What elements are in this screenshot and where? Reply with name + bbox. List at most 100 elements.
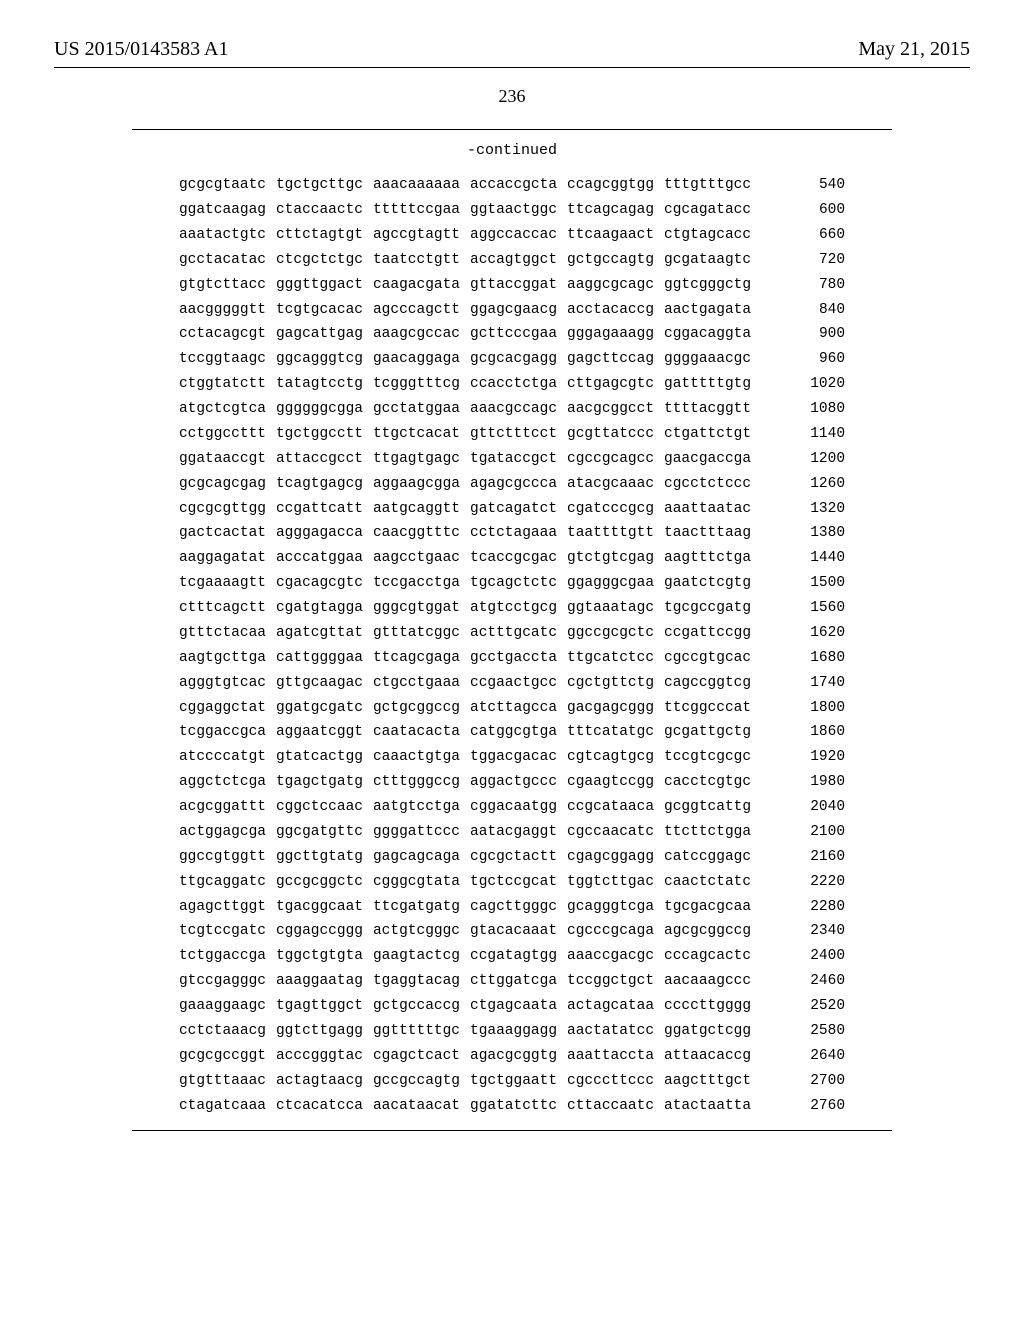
sequence-block: gactcactat xyxy=(179,521,276,546)
sequence-block: caaactgtga xyxy=(373,745,470,770)
sequence-row: aagtgcttgacattggggaattcagcgagagcctgaccta… xyxy=(179,646,845,671)
sequence-block: gggagaaagg xyxy=(567,322,664,347)
sequence-block: cggctccaac xyxy=(276,795,373,820)
sequence-position: 600 xyxy=(761,198,845,223)
sequence-block: actagcataa xyxy=(567,994,664,1019)
sequence-block: gccgcggctc xyxy=(276,870,373,895)
sequence-row: actggagcgaggcgatgttcggggattcccaatacgaggt… xyxy=(179,820,845,845)
sequence-block: gatttttgtg xyxy=(664,372,761,397)
sequence-block: gccgccagtg xyxy=(373,1069,470,1094)
sequence-position: 1080 xyxy=(761,397,845,422)
sequence-row: ctagatcaaactcacatccaaacataacatggatatcttc… xyxy=(179,1093,845,1118)
sequence-block: ggatcaagag xyxy=(179,198,276,223)
sequence-block: ccccttgggg xyxy=(664,994,761,1019)
sequence-position: 1920 xyxy=(761,745,845,770)
sequence-block: taactttaag xyxy=(664,521,761,546)
sequence-row: acgcggatttcggctccaacaatgtcctgacggacaatgg… xyxy=(179,795,845,820)
sequence-block: cccagcactc xyxy=(664,944,761,969)
sequence-block: aaacaaaaaa xyxy=(373,173,470,198)
sequence-block: aggccaccac xyxy=(470,223,567,248)
sequence-block: ggggggcgga xyxy=(276,397,373,422)
sequence-block: cgggcgtata xyxy=(373,870,470,895)
sequence-position: 2280 xyxy=(761,894,845,919)
sequence-block: cttaccaatc xyxy=(567,1093,664,1118)
sequence-block: gctgccaccg xyxy=(373,994,470,1019)
sequence-position: 720 xyxy=(761,248,845,273)
sequence-block: aggactgccc xyxy=(470,770,567,795)
sequence-row: tcgaaaagttcgacagcgtctccgacctgatgcagctctc… xyxy=(179,571,845,596)
sequence-block: tccgacctga xyxy=(373,571,470,596)
sequence-block: tatagtcctg xyxy=(276,372,373,397)
sequence-block: tcgtccgatc xyxy=(179,919,276,944)
sequence-block: aatgcaggtt xyxy=(373,496,470,521)
sequence-block: gaatctcgtg xyxy=(664,571,761,596)
sequence-position: 900 xyxy=(761,322,845,347)
sequence-position: 2400 xyxy=(761,944,845,969)
sequence-position: 1200 xyxy=(761,447,845,472)
sequence-row: tctggaccgatggctgtgtagaagtactcgccgatagtgg… xyxy=(179,944,845,969)
sequence-row: gaaaggaagctgagttggctgctgccaccgctgagcaata… xyxy=(179,994,845,1019)
sequence-block: gtttctacaa xyxy=(179,621,276,646)
sequence-block: ggagcgaacg xyxy=(470,297,567,322)
sequence-block: cggacaatgg xyxy=(470,795,567,820)
sequence-block: caacggtttc xyxy=(373,521,470,546)
sequence-block: ctcacatcca xyxy=(276,1093,373,1118)
sequence-block: aaagcgccac xyxy=(373,322,470,347)
sequence-block: cggagccggg xyxy=(276,919,373,944)
sequence-position: 1800 xyxy=(761,695,845,720)
sequence-block: aacataacat xyxy=(373,1093,470,1118)
sequence-position: 1020 xyxy=(761,372,845,397)
sequence-block: attaccgcct xyxy=(276,447,373,472)
sequence-block: ggagggcgaa xyxy=(567,571,664,596)
sequence-row: gtgtcttaccgggttggactcaagacgatagttaccggat… xyxy=(179,273,845,298)
sequence-block: ttttacggtt xyxy=(664,397,761,422)
sequence-block: aaaggaatag xyxy=(276,969,373,994)
sequence-block: agagcgccca xyxy=(470,472,567,497)
sequence-block: aagtgcttga xyxy=(179,646,276,671)
sequence-block: ggtaactggc xyxy=(470,198,567,223)
sequence-block: gcgcgtaatc xyxy=(179,173,276,198)
sequence-block: cacctcgtgc xyxy=(664,770,761,795)
sequence-block: gcctgaccta xyxy=(470,646,567,671)
header-rule xyxy=(54,67,970,68)
sequence-block: cgcccttccc xyxy=(567,1069,664,1094)
sequence-block: aacgcggcct xyxy=(567,397,664,422)
sequence-block: cgcccgcaga xyxy=(567,919,664,944)
sequence-block: gcctacatac xyxy=(179,248,276,273)
sequence-block: agacgcggtg xyxy=(470,1044,567,1069)
sequence-position: 2220 xyxy=(761,870,845,895)
sequence-table: gcgcgtaatctgctgcttgcaaacaaaaaaaccaccgcta… xyxy=(179,173,845,1118)
sequence-block: gttctttcct xyxy=(470,422,567,447)
sequence-block: gcgattgctg xyxy=(664,720,761,745)
sequence-block: tccgtcgcgc xyxy=(664,745,761,770)
sequence-block: aacaaagccc xyxy=(664,969,761,994)
sequence-block: actttgcatc xyxy=(470,621,567,646)
sequence-block: caatacacta xyxy=(373,720,470,745)
sequence-row: ttgcaggatcgccgcggctccgggcgtatatgctccgcat… xyxy=(179,870,845,895)
sequence-block: aaacgccagc xyxy=(470,397,567,422)
sequence-block: acctacaccg xyxy=(567,297,664,322)
sequence-block: tggctgtgta xyxy=(276,944,373,969)
sequence-block: ttcagcgaga xyxy=(373,646,470,671)
sequence-block: cgccgcagcc xyxy=(567,447,664,472)
sequence-block: atcttagcca xyxy=(470,695,567,720)
sequence-block: atacgcaaac xyxy=(567,472,664,497)
sequence-block: ccgattccgg xyxy=(664,621,761,646)
sequence-position: 1560 xyxy=(761,596,845,621)
sequence-block: aagctttgct xyxy=(664,1069,761,1094)
sequence-row: aggctctcgatgagctgatgctttgggccgaggactgccc… xyxy=(179,770,845,795)
sequence-block: tgataccgct xyxy=(470,447,567,472)
sequence-block: gacgagcggg xyxy=(567,695,664,720)
sequence-row: tccggtaagcggcagggtcggaacaggagagcgcacgagg… xyxy=(179,347,845,372)
sequence-block: ggggattccc xyxy=(373,820,470,845)
sequence-block: cggaggctat xyxy=(179,695,276,720)
sequence-position: 2520 xyxy=(761,994,845,1019)
sequence-block: ggccgtggtt xyxy=(179,845,276,870)
sequence-position: 1140 xyxy=(761,422,845,447)
sequence-block: agcgcggccg xyxy=(664,919,761,944)
sequence-block: tttcatatgc xyxy=(567,720,664,745)
sequence-row: cggaggctatggatgcgatcgctgcggccgatcttagcca… xyxy=(179,695,845,720)
sequence-row: gtccgagggcaaaggaatagtgaggtacagcttggatcga… xyxy=(179,969,845,994)
sequence-block: gcagggtcga xyxy=(567,894,664,919)
sequence-row: aacgggggtttcgtgcacacagcccagcttggagcgaacg… xyxy=(179,297,845,322)
